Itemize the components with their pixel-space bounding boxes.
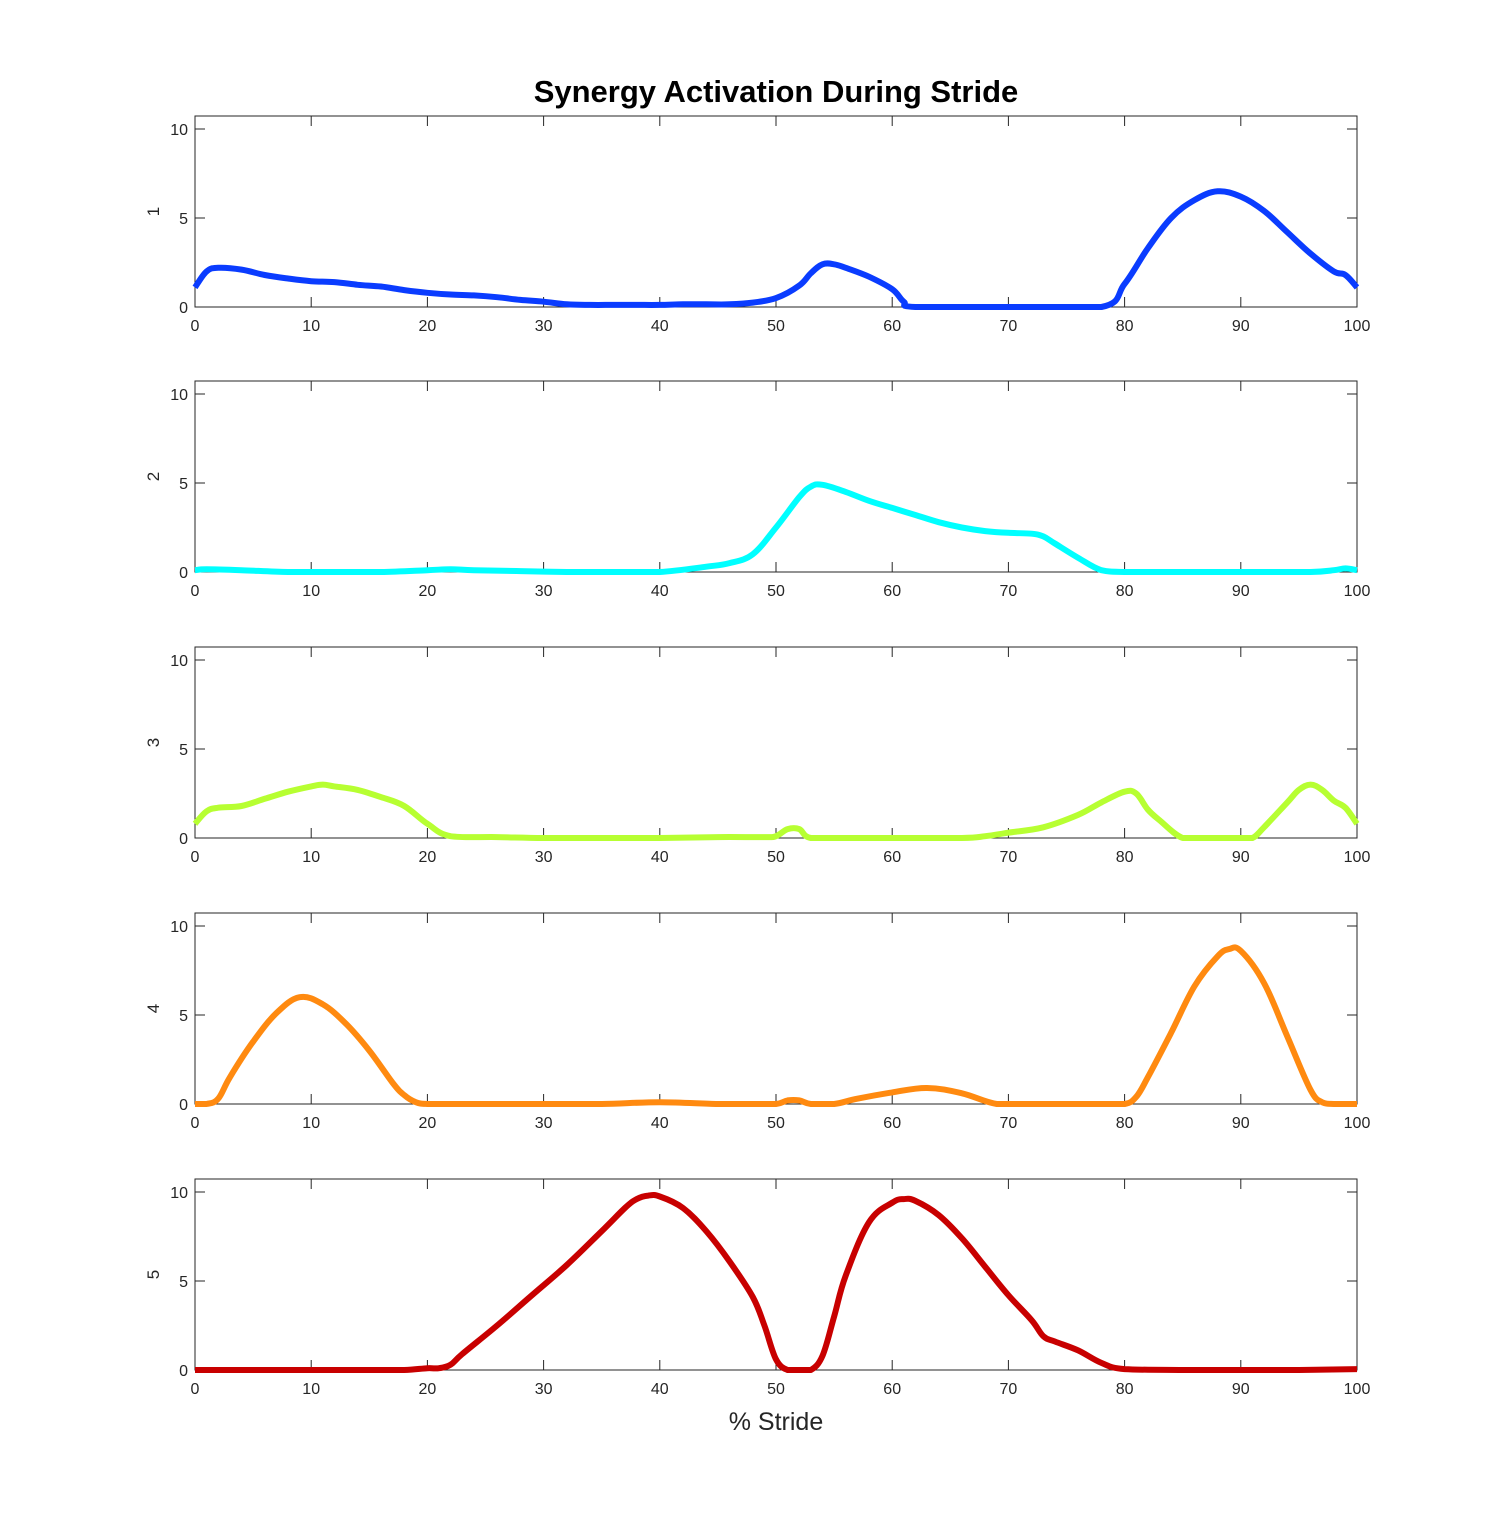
y-tick-label: 0 (179, 831, 188, 848)
y-tick-label: 10 (170, 122, 188, 139)
x-tick-label: 40 (651, 583, 669, 600)
x-tick-label: 50 (767, 318, 785, 335)
y-tick-label: 0 (179, 300, 188, 317)
y-tick-label: 10 (170, 919, 188, 936)
y-axis-label: 2 (144, 472, 163, 481)
x-tick-label: 20 (419, 1115, 437, 1132)
y-tick-label: 10 (170, 1185, 188, 1202)
x-tick-label: 10 (302, 849, 320, 866)
y-tick-label: 5 (179, 1274, 188, 1291)
x-tick-label: 70 (1000, 849, 1018, 866)
x-tick-label: 60 (883, 318, 901, 335)
x-tick-label: 40 (651, 318, 669, 335)
series-line-3 (192, 781, 1360, 842)
x-tick-label: 70 (1000, 583, 1018, 600)
y-tick-label: 10 (170, 653, 188, 670)
axes-box (194, 1178, 1358, 1371)
x-tick-label: 0 (191, 1115, 200, 1132)
x-tick-label: 80 (1116, 583, 1134, 600)
subplot-2: 0 10 20 30 40 50 60 70 80 90 100 0 5 10 2 (144, 380, 1371, 600)
x-tick-label: 0 (191, 583, 200, 600)
x-tick-label: 0 (191, 318, 200, 335)
x-tick-label: 80 (1116, 849, 1134, 866)
subplot-5: 0 10 20 30 40 50 60 70 80 90 100 0 5 10 5 (144, 1178, 1371, 1398)
x-tick-label: 0 (191, 849, 200, 866)
axes-box (194, 380, 1358, 573)
subplot-4: 0 10 20 30 40 50 60 70 80 90 100 0 5 10 4 (144, 912, 1371, 1132)
x-tick-label: 70 (1000, 1381, 1018, 1398)
x-tick-label: 50 (767, 1115, 785, 1132)
y-tick-label: 5 (179, 476, 188, 493)
x-tick-label: 20 (419, 1381, 437, 1398)
x-tick-label: 10 (302, 1381, 320, 1398)
y-axis-label: 5 (144, 1270, 163, 1279)
x-tick-label: 100 (1344, 1115, 1371, 1132)
x-tick-label: 50 (767, 849, 785, 866)
axes-box (194, 646, 1358, 839)
y-tick-label: 5 (179, 1008, 188, 1025)
x-tick-label: 40 (651, 1115, 669, 1132)
x-tick-label: 50 (767, 583, 785, 600)
x-tick-label: 20 (419, 849, 437, 866)
series-line-5 (194, 1192, 1358, 1373)
series-line-1 (192, 188, 1360, 311)
x-tick-label: 60 (883, 583, 901, 600)
x-tick-label: 10 (302, 318, 320, 335)
y-tick-label: 0 (179, 565, 188, 582)
chart-title: Synergy Activation During Stride (534, 74, 1019, 109)
x-tick-label: 30 (535, 318, 553, 335)
x-tick-label: 40 (651, 1381, 669, 1398)
y-tick-label: 10 (170, 387, 188, 404)
x-tick-label: 90 (1232, 849, 1250, 866)
x-tick-label: 30 (535, 583, 553, 600)
x-tick-label: 10 (302, 583, 320, 600)
x-tick-label: 100 (1344, 849, 1371, 866)
y-tick-label: 0 (179, 1097, 188, 1114)
x-tick-label: 10 (302, 1115, 320, 1132)
y-tick-label: 5 (179, 742, 188, 759)
x-tick-label: 70 (1000, 318, 1018, 335)
x-tick-label: 30 (535, 849, 553, 866)
x-tick-label: 90 (1232, 1381, 1250, 1398)
x-tick-label: 80 (1116, 1115, 1134, 1132)
x-tick-label: 60 (883, 849, 901, 866)
y-axis-label: 3 (144, 738, 163, 747)
x-tick-label: 30 (535, 1381, 553, 1398)
x-tick-label: 20 (419, 318, 437, 335)
x-tick-label: 90 (1232, 318, 1250, 335)
x-tick-label: 60 (883, 1115, 901, 1132)
x-tick-label: 50 (767, 1381, 785, 1398)
x-tick-label: 100 (1344, 318, 1371, 335)
series-line-2 (194, 481, 1358, 575)
y-tick-label: 5 (179, 211, 188, 228)
x-tick-label: 90 (1232, 583, 1250, 600)
x-tick-label: 60 (883, 1381, 901, 1398)
subplot-1: 0 10 20 30 40 50 60 70 80 90 100 0 5 10 1 (144, 115, 1371, 335)
x-tick-label: 30 (535, 1115, 553, 1132)
x-tick-label: 100 (1344, 583, 1371, 600)
x-tick-label: 100 (1344, 1381, 1371, 1398)
y-axis-label: 4 (144, 1004, 163, 1013)
x-tick-label: 0 (191, 1381, 200, 1398)
x-tick-label: 70 (1000, 1115, 1018, 1132)
x-tick-label: 80 (1116, 1381, 1134, 1398)
y-tick-label: 0 (179, 1363, 188, 1380)
y-axis-label: 1 (144, 207, 163, 216)
x-tick-label: 90 (1232, 1115, 1250, 1132)
x-axis-label: % Stride (729, 1408, 823, 1436)
series-line-4 (195, 944, 1357, 1108)
x-tick-label: 80 (1116, 318, 1134, 335)
x-tick-label: 40 (651, 849, 669, 866)
x-tick-label: 20 (419, 583, 437, 600)
subplot-3: 0 10 20 30 40 50 60 70 80 90 100 0 5 10 3 (144, 646, 1371, 866)
